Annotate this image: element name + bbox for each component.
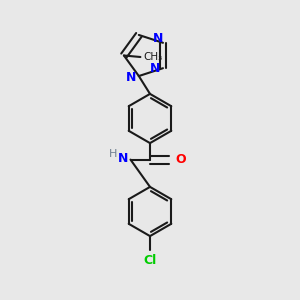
Text: N: N [153,32,164,45]
Text: Cl: Cl [143,254,157,266]
Text: N: N [118,152,128,165]
Text: H: H [109,148,117,159]
Text: N: N [149,62,160,75]
Text: O: O [175,153,185,166]
Text: N: N [126,71,136,84]
Text: CH₃: CH₃ [143,52,163,62]
